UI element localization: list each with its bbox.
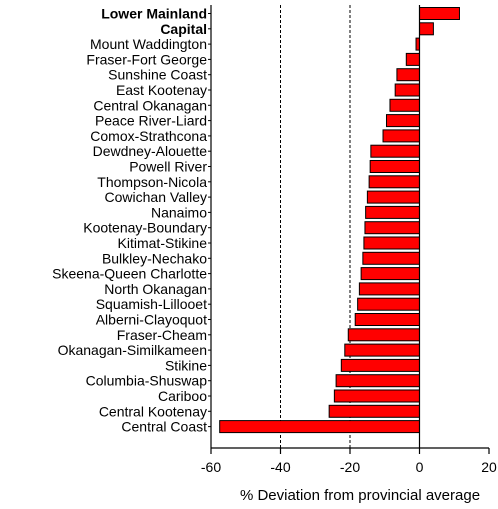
category-label: North Okanagan <box>104 281 207 297</box>
category-label: East Kootenay <box>116 82 207 98</box>
bar <box>419 7 460 20</box>
category-label: Kootenay-Boundary <box>83 220 207 236</box>
bar <box>394 83 420 97</box>
bar <box>219 420 420 434</box>
category-label: Thompson-Nicola <box>97 174 207 190</box>
category-label: Central Coast <box>121 419 207 435</box>
category-label: Cowichan Valley <box>105 189 207 205</box>
bar <box>333 389 420 403</box>
bar <box>419 22 434 36</box>
category-label: Mount Waddington <box>90 36 207 52</box>
bar <box>335 374 421 388</box>
category-label: Capital <box>160 21 207 37</box>
category-label: Comox-Strathcona <box>90 128 207 144</box>
category-label: Okanagan-Similkameen <box>58 342 207 358</box>
category-label: Cariboo <box>158 388 207 404</box>
x-tick-label: -60 <box>201 459 221 475</box>
bar <box>344 343 421 357</box>
bars-group <box>219 5 460 448</box>
category-label: Central Kootenay <box>99 403 207 419</box>
reference-lines <box>280 5 351 448</box>
category-label: Columbia-Shuswap <box>86 373 208 389</box>
bar <box>347 328 421 342</box>
category-label: Stikine <box>165 357 207 373</box>
category-label: Fraser-Fort George <box>86 51 207 67</box>
bar <box>340 358 420 372</box>
bar <box>369 160 420 173</box>
category-label: Powell River <box>129 159 207 175</box>
x-tick-label: 20 <box>481 459 497 475</box>
bar <box>328 404 420 418</box>
x-tick-label: -20 <box>340 459 360 475</box>
category-label: Kitimat-Stikine <box>118 235 208 251</box>
bar <box>362 251 421 265</box>
bar <box>382 129 421 143</box>
category-label: Peace River-Liard <box>95 113 207 129</box>
category-label: Central Okanagan <box>93 97 207 113</box>
category-label: Sunshine Coast <box>108 67 207 83</box>
bar <box>364 221 421 235</box>
x-tick-label: 0 <box>416 459 424 475</box>
category-label: Fraser-Cheam <box>117 327 207 343</box>
bar <box>360 267 420 281</box>
bar <box>363 236 420 250</box>
bar <box>354 313 420 326</box>
category-label: Skeena-Queen Charlotte <box>52 266 207 282</box>
bar <box>405 52 421 66</box>
bar <box>357 297 420 311</box>
bar <box>385 114 420 128</box>
bar <box>365 205 421 219</box>
category-label: Nanaimo <box>151 204 207 220</box>
x-tick-label: -40 <box>270 459 290 475</box>
category-label: Bulkley-Nechako <box>102 250 207 266</box>
bar <box>396 68 421 82</box>
category-label: Dewdney-Alouette <box>93 143 208 159</box>
category-label: Squamish-Lillooet <box>96 296 207 312</box>
bar <box>389 98 420 112</box>
bar <box>370 144 421 158</box>
bar <box>358 282 421 296</box>
bar <box>366 190 420 204</box>
bar <box>368 175 420 189</box>
category-label: Lower Mainland <box>101 6 207 22</box>
x-axis: -60 -40 -20 0 20 <box>201 5 497 475</box>
x-axis-title: % Deviation from provincial average <box>240 487 480 504</box>
category-label: Alberni-Clayoquot <box>96 312 207 328</box>
